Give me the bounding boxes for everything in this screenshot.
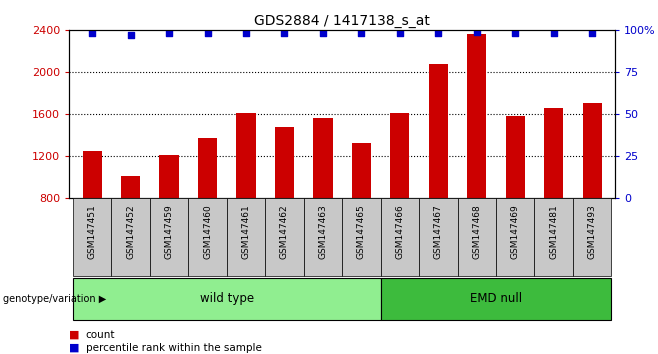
Text: count: count	[86, 330, 115, 339]
FancyBboxPatch shape	[73, 198, 111, 276]
FancyBboxPatch shape	[111, 198, 150, 276]
FancyBboxPatch shape	[227, 198, 265, 276]
Bar	[121, 176, 140, 198]
Text: GSM147465: GSM147465	[357, 205, 366, 259]
Bar	[159, 155, 179, 198]
FancyBboxPatch shape	[380, 198, 419, 276]
Bar	[236, 113, 255, 198]
Text: GSM147462: GSM147462	[280, 205, 289, 259]
FancyBboxPatch shape	[188, 198, 227, 276]
Bar	[352, 143, 371, 198]
Bar	[275, 127, 294, 198]
Point	[548, 30, 559, 36]
FancyBboxPatch shape	[457, 198, 496, 276]
FancyBboxPatch shape	[573, 198, 611, 276]
Bar	[505, 116, 525, 198]
Text: wild type: wild type	[200, 292, 254, 305]
Point	[356, 30, 367, 36]
Text: GSM147468: GSM147468	[472, 205, 481, 259]
Bar	[390, 113, 409, 198]
Point	[126, 32, 136, 38]
Text: genotype/variation ▶: genotype/variation ▶	[3, 294, 107, 304]
FancyBboxPatch shape	[265, 198, 304, 276]
FancyBboxPatch shape	[419, 198, 457, 276]
Point	[318, 30, 328, 36]
Text: GSM147466: GSM147466	[395, 205, 405, 259]
Text: percentile rank within the sample: percentile rank within the sample	[86, 343, 261, 353]
Bar	[467, 34, 486, 198]
Text: GSM147467: GSM147467	[434, 205, 443, 259]
Point	[87, 30, 97, 36]
Bar	[429, 64, 448, 198]
Text: GSM147459: GSM147459	[164, 205, 174, 259]
Text: GSM147452: GSM147452	[126, 205, 135, 259]
Point	[241, 30, 251, 36]
Bar	[313, 118, 332, 198]
Text: ■: ■	[69, 343, 83, 353]
Point	[510, 30, 520, 36]
Bar	[198, 138, 217, 198]
FancyBboxPatch shape	[150, 198, 188, 276]
Point	[395, 30, 405, 36]
Point	[472, 29, 482, 35]
Point	[164, 30, 174, 36]
Text: EMD null: EMD null	[470, 292, 522, 305]
Text: GSM147469: GSM147469	[511, 205, 520, 259]
Point	[433, 30, 443, 36]
Text: GSM147481: GSM147481	[549, 205, 558, 259]
Bar	[544, 108, 563, 198]
Text: GSM147451: GSM147451	[88, 205, 97, 259]
FancyBboxPatch shape	[304, 198, 342, 276]
Point	[279, 30, 290, 36]
Bar	[582, 103, 602, 198]
Text: GSM147461: GSM147461	[241, 205, 251, 259]
FancyBboxPatch shape	[73, 278, 380, 320]
Point	[587, 30, 597, 36]
FancyBboxPatch shape	[342, 198, 380, 276]
Text: GSM147463: GSM147463	[318, 205, 328, 259]
Point	[202, 30, 213, 36]
Bar	[82, 152, 102, 198]
Text: GSM147493: GSM147493	[588, 205, 597, 259]
FancyBboxPatch shape	[496, 198, 534, 276]
FancyBboxPatch shape	[380, 278, 611, 320]
Title: GDS2884 / 1417138_s_at: GDS2884 / 1417138_s_at	[254, 14, 430, 28]
FancyBboxPatch shape	[534, 198, 573, 276]
Text: GSM147460: GSM147460	[203, 205, 212, 259]
Text: ■: ■	[69, 330, 83, 339]
